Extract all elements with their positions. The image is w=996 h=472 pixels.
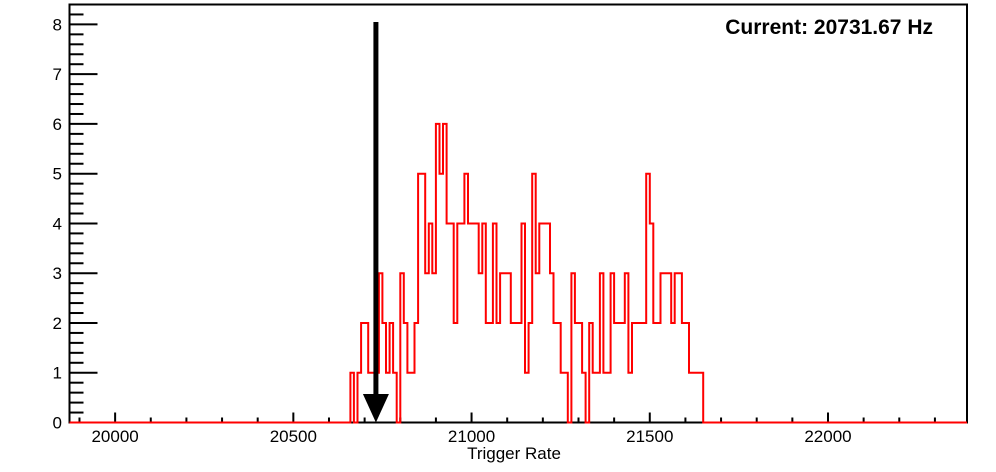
x-axis-title: Trigger Rate [467, 444, 561, 463]
y-tick-label: 3 [53, 264, 62, 283]
y-tick-label: 7 [53, 65, 62, 84]
x-tick-label: 20500 [270, 427, 317, 446]
y-tick-label: 1 [53, 364, 62, 383]
x-tick-label: 22000 [804, 427, 851, 446]
y-tick-label: 2 [53, 314, 62, 333]
x-tick-label: 21500 [626, 427, 673, 446]
y-tick-label: 6 [53, 115, 62, 134]
plot-frame [68, 3, 968, 424]
y-tick-label: 5 [53, 165, 62, 184]
y-tick-label: 8 [53, 15, 62, 34]
x-tick-label: 21000 [448, 427, 495, 446]
histogram-line [69, 122, 967, 424]
x-tick-label: 20000 [91, 427, 138, 446]
current-rate-annotation: Current: 20731.67 Hz [725, 16, 933, 39]
current-arrow-head [362, 394, 389, 423]
y-tick-label: 4 [53, 214, 62, 233]
y-tick-label: 0 [53, 414, 62, 433]
